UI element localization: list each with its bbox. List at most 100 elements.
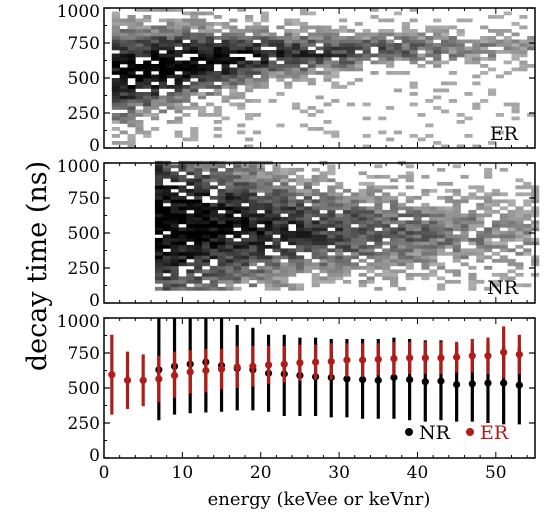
heatmap-cell (495, 29, 504, 33)
heatmap-cell (405, 265, 414, 270)
heatmap-cell (440, 25, 450, 30)
heatmap-cell (225, 279, 234, 284)
heatmap-cell (170, 272, 179, 277)
heatmap-cell (252, 113, 262, 117)
y-tick-label: 1000 (57, 2, 100, 22)
heatmap-cell (390, 248, 399, 253)
heatmap-cell (111, 95, 120, 100)
heatmap-cell (178, 174, 187, 179)
heatmap-cell (119, 120, 128, 124)
heatmap-cell (233, 192, 242, 197)
heatmap-cell (393, 36, 403, 40)
heatmap-cell (221, 53, 230, 58)
heatmap-cell (154, 199, 164, 204)
heatmap-cell (201, 234, 211, 239)
heatmap-cell (484, 192, 493, 197)
heatmap-cell (143, 18, 152, 23)
heatmap-cell (468, 185, 477, 190)
heatmap-cell (166, 32, 175, 37)
heatmap-cell (119, 116, 128, 121)
heatmap-cell (397, 262, 406, 267)
heatmap-cell (366, 230, 375, 235)
heatmap-cell (515, 244, 524, 249)
heatmap-cell (499, 241, 508, 246)
heatmap-cell (166, 60, 175, 65)
heatmap-cell (127, 123, 136, 128)
heatmap-cell (495, 15, 504, 19)
heatmap-cell (186, 216, 195, 221)
heatmap-cell (374, 230, 383, 235)
heatmap-cell (170, 213, 179, 218)
heatmap-cell (182, 46, 191, 51)
heatmap-cell (217, 279, 226, 284)
heatmap-cell (245, 25, 254, 30)
heatmap-cell (339, 36, 348, 40)
heatmap-cell (245, 74, 254, 79)
heatmap-cell (268, 32, 277, 37)
heatmap-cell (429, 269, 438, 274)
heatmap-cell (245, 85, 254, 89)
heatmap-cell (280, 223, 289, 228)
heatmap-cell (272, 276, 281, 281)
heatmap-cell (178, 216, 187, 221)
heatmap-cell (323, 32, 332, 37)
heatmap-cell (323, 50, 332, 54)
heatmap-cell (272, 223, 281, 228)
heatmap-cell (174, 64, 183, 68)
heatmap-cell (194, 206, 203, 211)
heatmap-cell (205, 67, 215, 72)
heatmap-cell (413, 248, 422, 253)
heatmap-cell (201, 286, 211, 291)
heatmap-cell (233, 185, 242, 190)
heatmap-cell (174, 95, 183, 100)
heatmap-cell (186, 279, 195, 284)
heatmap-cell (237, 36, 246, 40)
heatmap-cell (366, 192, 375, 197)
heatmap-cell (288, 167, 297, 172)
heatmap-cell (201, 206, 211, 211)
heatmap-cell (280, 265, 289, 270)
heatmap-cell (499, 223, 508, 228)
heatmap-cell (217, 213, 226, 218)
heatmap-cell (280, 251, 289, 256)
heatmap-cell (303, 234, 312, 239)
heatmap-cell (295, 181, 305, 186)
heatmap-cell (158, 18, 167, 23)
heatmap-cell (190, 22, 199, 26)
heatmap-cell (311, 167, 320, 172)
data-point (484, 379, 492, 387)
heatmap-cell (495, 130, 504, 135)
heatmap-cell (358, 251, 367, 256)
heatmap-cell (205, 25, 215, 30)
heatmap-cell (370, 39, 379, 44)
heatmap-cell (127, 134, 136, 138)
heatmap-cell (299, 71, 309, 75)
heatmap-cell (437, 234, 446, 239)
heatmap-cell (401, 53, 410, 58)
heatmap-cell (245, 60, 254, 65)
heatmap-cell (460, 234, 469, 239)
heatmap-cell (480, 25, 489, 30)
heatmap-cell (315, 60, 324, 65)
heatmap-cell (460, 255, 469, 260)
heatmap-cell (476, 206, 485, 211)
heatmap-cell (397, 286, 406, 291)
heatmap-cell (366, 234, 375, 239)
heatmap-cell (221, 43, 230, 47)
heatmap-cell (487, 39, 497, 44)
heatmap-cell (374, 188, 383, 193)
heatmap-cell (511, 39, 520, 44)
heatmap-cell (260, 60, 269, 65)
heatmap-cell (397, 223, 406, 228)
heatmap-cell (170, 195, 179, 200)
heatmap-cell (319, 255, 328, 260)
heatmap-cell (186, 206, 195, 211)
heatmap-cell (413, 227, 422, 232)
heatmap-cell (331, 32, 340, 37)
heatmap-cell (198, 57, 207, 61)
heatmap-cell (303, 199, 312, 204)
heatmap-cell (264, 185, 273, 190)
heatmap-cell (350, 202, 359, 207)
heatmap-cell (366, 206, 375, 211)
